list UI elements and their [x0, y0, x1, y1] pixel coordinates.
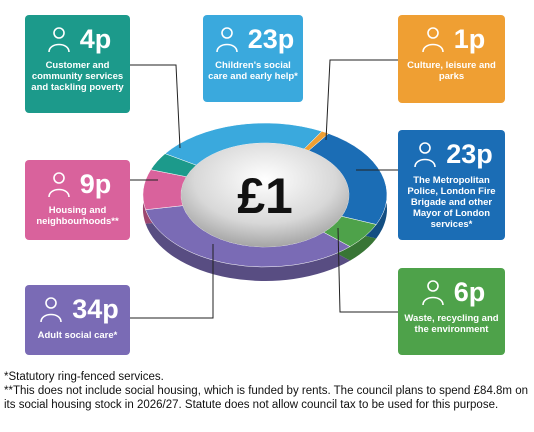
- box-header: 4p: [29, 21, 126, 57]
- icon-shape: [421, 43, 444, 53]
- legend-box: 23p The Metropolitan Police, London Fire …: [398, 130, 505, 240]
- donut-hole: [181, 143, 349, 247]
- connector: [337, 227, 398, 313]
- value-label: 9p: [79, 168, 112, 199]
- box-header: 34p: [29, 291, 126, 327]
- legend-box: 23p Children's social care and early help…: [203, 15, 303, 102]
- footnotes: *Statutory ring-fenced services. **This d…: [4, 370, 530, 412]
- icon: [40, 297, 63, 323]
- legend-box: 1p Culture, leisure and parks: [398, 15, 505, 103]
- category-label: Waste, recycling and the environment: [404, 313, 499, 335]
- box-header: 9p: [29, 166, 126, 202]
- legend-box: 34p Adult social care*: [25, 285, 130, 355]
- legend-box: 9p Housing and neighbourhoods**: [25, 160, 130, 240]
- icon: [47, 172, 70, 198]
- center-label: £1: [237, 168, 293, 224]
- category-label: Customer and community services and tack…: [31, 60, 124, 93]
- icon-shape: [220, 27, 233, 39]
- icon-shape: [45, 297, 58, 309]
- icon: [421, 280, 444, 306]
- box-header: 6p: [402, 274, 501, 310]
- category-label: Children's social care and early help*: [208, 60, 298, 82]
- icon-shape: [414, 158, 437, 168]
- category-label: Culture, leisure and parks: [407, 60, 496, 82]
- value-label: 34p: [72, 293, 119, 324]
- connector: [325, 59, 398, 141]
- legend-box: 4p Customer and community services and ta…: [25, 15, 130, 113]
- legend-box: 6p Waste, recycling and the environment: [398, 268, 505, 355]
- box-header: 23p: [207, 21, 299, 57]
- slice-side: [145, 219, 351, 281]
- icon: [47, 27, 70, 53]
- icon-shape: [47, 43, 70, 53]
- icon: [215, 27, 238, 53]
- value-label: 4p: [79, 23, 112, 54]
- icon-shape: [52, 27, 65, 39]
- icon-shape: [426, 280, 439, 292]
- footnote: *Statutory ring-fenced services.: [4, 371, 164, 383]
- category-label: Housing and neighbourhoods**: [36, 205, 119, 227]
- connector: [130, 244, 214, 319]
- value-label: 23p: [446, 138, 493, 169]
- icon-shape: [419, 142, 432, 154]
- icon: [421, 27, 444, 53]
- icon-shape: [40, 313, 63, 323]
- footnote: **This does not include social housing, …: [4, 385, 528, 411]
- connector: [130, 64, 181, 149]
- icon-shape: [421, 296, 444, 306]
- box-header: 23p: [402, 136, 501, 172]
- icon-shape: [215, 43, 238, 53]
- icon-shape: [52, 172, 65, 184]
- box-header: 1p: [402, 21, 501, 57]
- connectors: [130, 59, 398, 319]
- category-label: Adult social care*: [37, 330, 118, 341]
- value-label: 23p: [247, 23, 295, 54]
- icon: [414, 142, 437, 168]
- icon-shape: [47, 188, 70, 198]
- category-label: The Metropolitan Police, London Fire Bri…: [407, 175, 496, 230]
- icon-shape: [426, 27, 439, 39]
- slice: [142, 169, 187, 210]
- value-label: 1p: [453, 23, 486, 54]
- value-label: 6p: [453, 276, 486, 307]
